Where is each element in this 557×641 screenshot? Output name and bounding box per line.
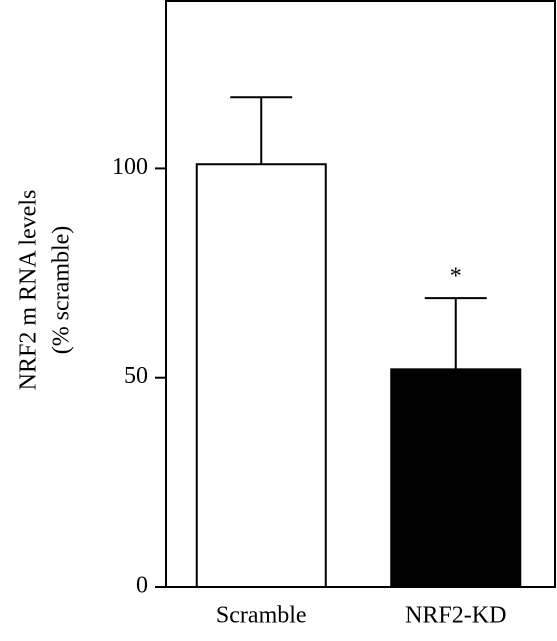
y-axis-label: NRF2 m RNA levels [16, 190, 42, 391]
y-axis-label: (% scramble) [49, 226, 75, 355]
y-tick-label: 100 [112, 154, 148, 180]
y-tick-label: 50 [124, 363, 148, 389]
bar [390, 368, 522, 589]
annotation: * [450, 264, 462, 290]
x-tick-label: NRF2-KD [405, 603, 506, 629]
y-tick-label: 0 [136, 573, 148, 599]
x-tick-label: Scramble [216, 603, 307, 629]
bar [195, 163, 327, 588]
plot-frame [165, 0, 556, 588]
